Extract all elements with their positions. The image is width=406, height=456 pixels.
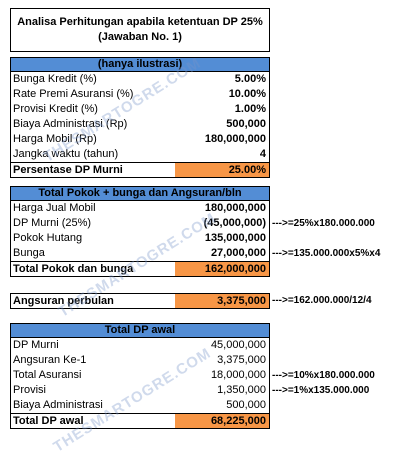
row-label: Total Asuransi [13, 369, 82, 381]
title-line: (Jawaban No. 1) [98, 31, 182, 43]
block-frame [10, 293, 270, 309]
row-label: DP Murni (25%) [13, 217, 92, 229]
section-header: Total DP awal [10, 323, 270, 338]
row-value: 45,000,000 [210, 339, 266, 351]
row-label: Provisi Kredit (%) [13, 103, 98, 115]
row-value: 3,375,000 [217, 354, 266, 366]
row-label: Harga Mobil (Rp) [13, 133, 97, 145]
row-value: 180,000,000 [204, 202, 266, 214]
row-value: 500,000 [226, 399, 266, 411]
row-label: Bunga Kredit (%) [13, 73, 97, 85]
row-value: 135,000,000 [204, 232, 266, 244]
section-header: (hanya ilustrasi) [10, 57, 270, 72]
row-value: 1.00% [234, 103, 266, 115]
block-frame [10, 323, 270, 429]
row-value: 3,375,000 [175, 293, 270, 308]
row-value: 1,350,000 [217, 384, 266, 396]
section-header: Total Pokok + bunga dan Angsuran/bln [10, 186, 270, 201]
row-note: --->=162.000.000/12/4 [272, 295, 372, 306]
row-value: 180,000,000 [204, 133, 266, 145]
row-value: (45,000,000) [203, 217, 266, 229]
row-label: Bunga [13, 247, 45, 259]
row-label: Pokok Hutang [13, 232, 83, 244]
title-box: Analisa Perhitungan apabila ketentuan DP… [10, 8, 270, 52]
row-label: Rate Premi Asuransi (%) [13, 88, 134, 100]
row-label: Total DP awal [10, 413, 175, 428]
row-note: --->=25%x180.000.000 [272, 218, 375, 229]
row-note: --->=135.000.000x5%x4 [272, 248, 381, 259]
row-value: 4 [259, 148, 266, 160]
row-value: 68,225,000 [175, 413, 270, 428]
row-value: 18,000,000 [210, 369, 266, 381]
row-label: Jangka waktu (tahun) [13, 148, 119, 160]
row-value: 25.00% [175, 162, 270, 177]
row-label: Biaya Administrasi (Rp) [13, 118, 128, 130]
row-label: DP Murni [13, 339, 59, 351]
row-value: 10.00% [228, 88, 266, 100]
row-value: 27,000,000 [210, 247, 266, 259]
row-label: Persentase DP Murni [10, 162, 175, 177]
row-value: 162,000,000 [175, 261, 270, 276]
row-label: Total Pokok dan bunga [10, 261, 175, 276]
block-frame [10, 186, 270, 277]
row-note: --->=1%x135.000.000 [272, 385, 370, 396]
row-label: Biaya Administrasi [13, 399, 103, 411]
row-label: Angsuran perbulan [10, 293, 175, 308]
title-line: Analisa Perhitungan apabila ketentuan DP… [17, 16, 263, 28]
block-frame [10, 57, 270, 178]
row-label: Provisi [13, 384, 47, 396]
row-label: Angsuran Ke-1 [13, 354, 87, 366]
row-value: 500,000 [226, 118, 266, 130]
row-label: Harga Jual Mobil [13, 202, 96, 214]
row-note: --->=10%x180.000.000 [272, 370, 375, 381]
row-value: 5.00% [234, 73, 266, 85]
